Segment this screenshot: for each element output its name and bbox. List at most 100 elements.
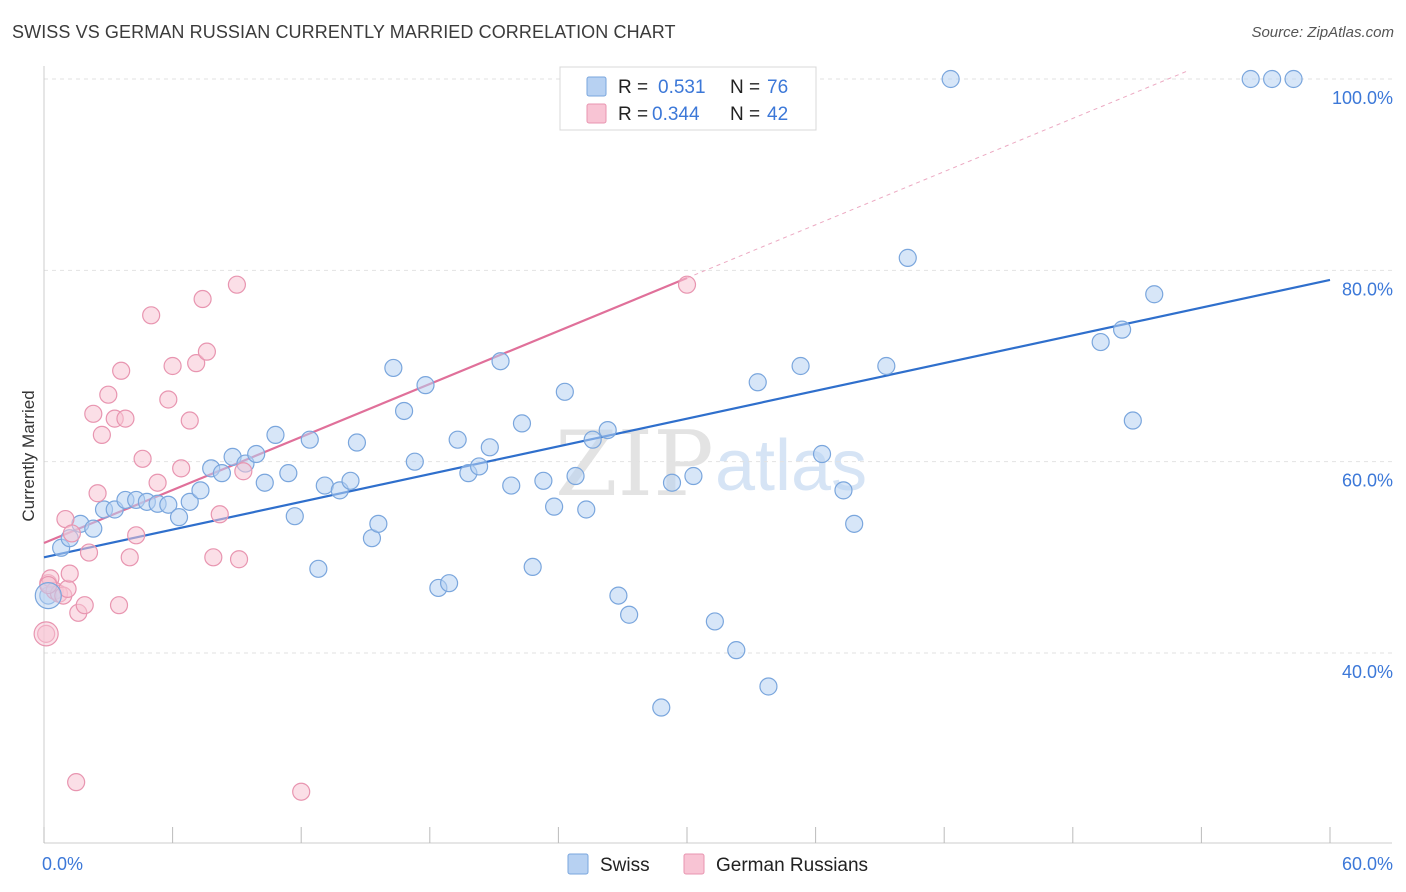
swiss-point-33 <box>394 401 414 421</box>
axes <box>43 66 1392 844</box>
swiss-point-31 <box>369 514 388 533</box>
german-russians-point-35 <box>229 550 249 569</box>
german-russians-point-27 <box>163 356 182 376</box>
swiss-point-45 <box>523 557 542 577</box>
swiss-point-63 <box>812 444 832 464</box>
german-russians-cluster-point <box>33 621 59 647</box>
legend-n-label-swiss: N = <box>730 77 760 98</box>
y-tick-label-2: 60.0% <box>1342 471 1393 491</box>
swiss-point-75 <box>1284 69 1303 89</box>
swiss-point-12 <box>169 508 189 527</box>
swiss-point-26 <box>315 476 334 495</box>
german-russians-point-20 <box>116 409 135 428</box>
legend-swatch-swiss <box>586 76 607 97</box>
data-points <box>33 69 1303 801</box>
gridlines <box>44 78 1392 654</box>
german-russians-point-41 <box>227 275 246 294</box>
swiss-point-73 <box>1241 69 1260 89</box>
german-russians-point-8 <box>60 564 79 583</box>
swiss-point-52 <box>598 420 617 440</box>
swiss-point-49 <box>566 466 585 486</box>
german-russians-point-11 <box>75 596 94 615</box>
swiss-point-59 <box>727 641 746 660</box>
swiss-point-57 <box>684 466 703 486</box>
swiss-point-53 <box>609 586 628 605</box>
swiss-point-35 <box>416 376 435 395</box>
german-russians-point-21 <box>120 548 139 567</box>
swiss-point-37 <box>439 574 459 593</box>
german-russians-point-37 <box>67 773 86 792</box>
german-russians-point-38 <box>292 782 311 801</box>
swiss-point-22 <box>279 464 298 483</box>
swiss-point-56 <box>662 473 682 492</box>
swiss-point-16 <box>212 464 231 483</box>
legend-r-value-swiss: 0.531 <box>658 77 706 98</box>
bottom-legend: Swiss German Russians <box>567 853 868 876</box>
german-russians-point-14 <box>88 484 107 503</box>
swiss-point-70 <box>1112 320 1132 339</box>
german-russians-point-19 <box>112 361 131 380</box>
swiss-point-46 <box>534 471 553 490</box>
swiss-point-69 <box>1091 332 1110 352</box>
german-russians-point-32 <box>197 342 216 361</box>
swiss-point-65 <box>845 514 864 533</box>
axis-labels: 100.0% 80.0% 60.0% 40.0% 0.0% 60.0% <box>42 88 1393 874</box>
swiss-point-19 <box>247 444 266 464</box>
german-russians-point-40 <box>677 275 697 294</box>
bottom-legend-label-swiss: Swiss <box>600 855 650 876</box>
swiss-point-62 <box>791 356 810 376</box>
swiss-point-72 <box>1145 285 1164 304</box>
swiss-point-43 <box>502 476 521 495</box>
swiss-point-14 <box>191 481 210 500</box>
german-russians-point-12 <box>79 543 99 562</box>
swiss-point-68 <box>941 69 960 89</box>
swiss-point-21 <box>266 425 285 444</box>
swiss-point-40 <box>469 457 489 476</box>
german-russians-point-28 <box>172 459 191 478</box>
swiss-point-32 <box>384 358 403 378</box>
german-russians-point-31 <box>193 289 212 309</box>
legend-n-value-swiss: 76 <box>767 77 788 98</box>
swiss-point-74 <box>1263 69 1282 89</box>
swiss-point-60 <box>748 373 767 392</box>
watermark-zip: ZIP <box>555 412 714 517</box>
legend-r-value-german-russians: 0.344 <box>652 104 700 125</box>
legend-swatch-german-russians <box>586 103 607 124</box>
swiss-point-38 <box>448 430 467 449</box>
swiss-point-51 <box>583 430 602 449</box>
german-russians-point-9 <box>62 524 81 543</box>
swiss-point-25 <box>309 559 328 578</box>
legend-r-label-swiss: R = <box>618 77 648 98</box>
swiss-point-58 <box>705 612 724 631</box>
german-russians-point-34 <box>210 505 229 524</box>
swiss-point-20 <box>255 473 274 492</box>
swiss-point-23 <box>285 507 304 526</box>
swiss-point-61 <box>759 677 778 696</box>
swiss-point-64 <box>834 481 853 500</box>
y-tick-label-3: 40.0% <box>1342 662 1393 682</box>
swiss-point-13 <box>180 492 199 511</box>
german-russians-point-18 <box>109 596 129 615</box>
swiss-point-44 <box>512 414 532 433</box>
swiss-point-34 <box>405 452 424 471</box>
german-russians-point-26 <box>159 390 178 409</box>
y-tick-label-1: 80.0% <box>1342 279 1393 299</box>
y-axis-label: Currently Married <box>19 390 38 521</box>
swiss-point-47 <box>545 497 564 516</box>
german-russians-trend-extension <box>686 70 1187 279</box>
german-russians-point-25 <box>148 473 167 492</box>
y-tick-label-0: 100.0% <box>1332 88 1393 108</box>
swiss-cluster-point <box>34 581 62 610</box>
x-tick-label-0: 0.0% <box>42 854 83 874</box>
swiss-point-42 <box>491 352 510 371</box>
swiss-point-71 <box>1123 411 1142 430</box>
swiss-point-54 <box>620 605 639 624</box>
german-russians-point-22 <box>127 526 146 545</box>
swiss-point-50 <box>577 500 596 519</box>
swiss-point-4 <box>84 519 103 538</box>
legend-n-value-german-russians: 42 <box>767 104 788 125</box>
swiss-point-28 <box>341 471 360 490</box>
legend-r-label-german-russians: R = <box>618 104 648 125</box>
bottom-legend-label-german-russians: German Russians <box>716 855 868 876</box>
